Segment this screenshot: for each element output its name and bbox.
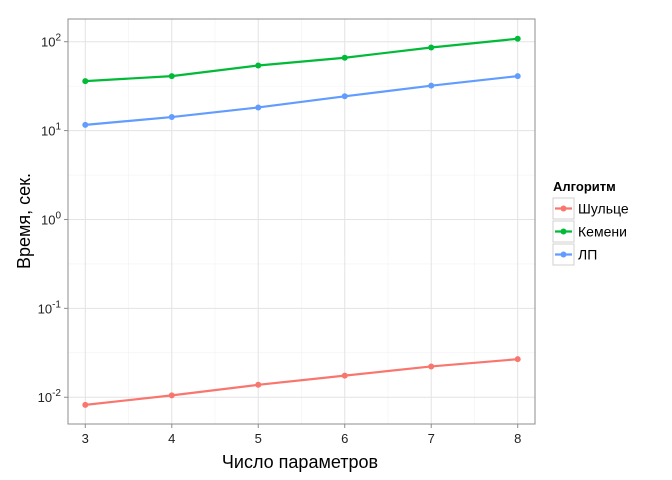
x-axis-title: Число параметров xyxy=(222,452,378,472)
plot-panel xyxy=(67,18,536,425)
data-point xyxy=(341,54,348,61)
series-layer xyxy=(82,35,521,408)
data-point xyxy=(255,62,262,69)
data-point xyxy=(428,363,435,370)
x-tick-label: 5 xyxy=(255,431,262,446)
legend-key-point xyxy=(560,251,567,258)
data-point xyxy=(428,82,435,89)
data-point xyxy=(82,121,89,128)
legend-label: Шульце xyxy=(578,201,629,217)
data-point xyxy=(514,356,521,363)
data-point xyxy=(514,35,521,42)
series-line xyxy=(85,358,518,406)
data-point xyxy=(82,401,89,408)
x-tick-label: 8 xyxy=(514,431,521,446)
legend-title: Алгоритм xyxy=(553,179,616,194)
data-point xyxy=(168,114,175,121)
series-line xyxy=(85,75,518,126)
data-point xyxy=(82,78,89,85)
legend: Алгоритм Шульце Кемени ЛП xyxy=(552,179,629,266)
data-point xyxy=(255,104,262,111)
x-tick-label: 7 xyxy=(428,431,435,446)
y-tick-label: 100 xyxy=(41,210,61,227)
axes: 3 4 5 6 7 8 10-2 10-1 100 101 102 xyxy=(38,33,522,446)
series-line xyxy=(85,37,518,83)
x-tick-label: 4 xyxy=(168,431,175,446)
x-tick-label: 3 xyxy=(82,431,89,446)
panel-border xyxy=(67,18,536,425)
data-point xyxy=(168,73,175,80)
y-axis-title: Время, сек. xyxy=(14,173,34,269)
legend-key-point xyxy=(560,228,567,235)
y-tick-label: 10-2 xyxy=(38,388,62,405)
y-tick-label: 102 xyxy=(41,33,61,50)
data-point xyxy=(514,73,521,80)
data-point xyxy=(428,44,435,51)
data-point xyxy=(168,392,175,399)
x-tick-label: 6 xyxy=(341,431,348,446)
data-point xyxy=(341,372,348,379)
data-point xyxy=(255,381,262,388)
legend-label: ЛП xyxy=(578,247,597,263)
y-tick-label: 10-1 xyxy=(38,299,62,316)
legend-label: Кемени xyxy=(578,224,627,240)
data-point xyxy=(341,93,348,100)
y-tick-label: 101 xyxy=(41,122,61,139)
legend-key-point xyxy=(560,205,567,212)
